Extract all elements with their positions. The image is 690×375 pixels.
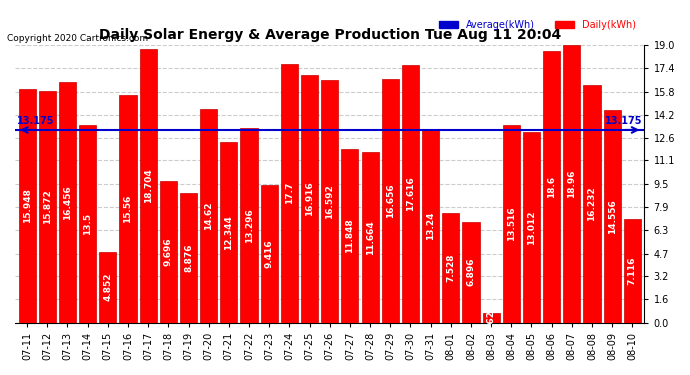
Text: 9.696: 9.696 xyxy=(164,237,172,266)
Bar xyxy=(604,110,621,322)
Bar xyxy=(79,125,96,322)
Bar xyxy=(321,80,338,322)
Bar xyxy=(119,95,137,322)
Bar xyxy=(301,75,318,322)
Bar xyxy=(543,51,560,322)
Text: 13.012: 13.012 xyxy=(527,210,536,245)
Text: 15.872: 15.872 xyxy=(43,189,52,224)
Text: 13.175: 13.175 xyxy=(17,116,55,126)
Text: 15.56: 15.56 xyxy=(124,195,132,223)
Bar xyxy=(19,89,36,322)
Text: 12.344: 12.344 xyxy=(224,215,233,250)
Bar xyxy=(584,85,600,322)
Text: 11.664: 11.664 xyxy=(366,220,375,255)
Text: 7.116: 7.116 xyxy=(628,256,637,285)
Text: 17.7: 17.7 xyxy=(285,182,294,204)
Bar xyxy=(240,128,257,322)
Text: 18.6: 18.6 xyxy=(547,176,556,198)
Text: 18.704: 18.704 xyxy=(144,168,152,203)
Bar xyxy=(624,219,641,322)
Bar xyxy=(422,129,440,322)
Text: 16.592: 16.592 xyxy=(325,184,334,219)
Text: 17.616: 17.616 xyxy=(406,176,415,211)
Text: 13.5: 13.5 xyxy=(83,213,92,235)
Bar xyxy=(281,64,298,322)
Bar xyxy=(39,90,56,322)
Bar xyxy=(402,65,419,322)
Text: 4.852: 4.852 xyxy=(104,273,112,302)
Text: 16.232: 16.232 xyxy=(587,187,597,221)
Bar xyxy=(59,82,76,322)
Bar xyxy=(160,181,177,322)
Text: 8.876: 8.876 xyxy=(184,243,193,272)
Bar xyxy=(261,185,278,322)
Text: 0.624: 0.624 xyxy=(486,304,495,332)
Text: 13.175: 13.175 xyxy=(605,116,642,126)
Text: 7.528: 7.528 xyxy=(446,253,455,282)
Text: 13.24: 13.24 xyxy=(426,211,435,240)
Bar xyxy=(139,49,157,322)
Bar xyxy=(523,132,540,322)
Text: 14.556: 14.556 xyxy=(608,199,617,234)
Bar xyxy=(503,125,520,322)
Text: 11.848: 11.848 xyxy=(346,219,355,254)
Bar xyxy=(342,149,359,322)
Text: 16.916: 16.916 xyxy=(305,182,314,216)
Text: 13.296: 13.296 xyxy=(244,208,253,243)
Bar xyxy=(482,314,500,322)
Legend: Average(kWh), Daily(kWh): Average(kWh), Daily(kWh) xyxy=(435,16,640,34)
Bar xyxy=(220,142,237,322)
Text: 15.948: 15.948 xyxy=(23,189,32,224)
Title: Daily Solar Energy & Average Production Tue Aug 11 20:04: Daily Solar Energy & Average Production … xyxy=(99,28,561,42)
Text: Copyright 2020 Cartronics.com: Copyright 2020 Cartronics.com xyxy=(7,34,148,43)
Text: 16.656: 16.656 xyxy=(386,183,395,218)
Text: 14.62: 14.62 xyxy=(204,201,213,230)
Bar xyxy=(99,252,117,322)
Text: 16.456: 16.456 xyxy=(63,185,72,220)
Bar xyxy=(382,79,399,322)
Text: 13.516: 13.516 xyxy=(507,207,516,241)
Bar xyxy=(362,152,379,322)
Bar xyxy=(442,213,460,322)
Bar xyxy=(462,222,480,322)
Bar xyxy=(563,45,580,322)
Bar xyxy=(200,109,217,322)
Text: 18.96: 18.96 xyxy=(567,170,576,198)
Text: 9.416: 9.416 xyxy=(265,240,274,268)
Text: 6.896: 6.896 xyxy=(466,258,475,286)
Bar xyxy=(180,193,197,322)
